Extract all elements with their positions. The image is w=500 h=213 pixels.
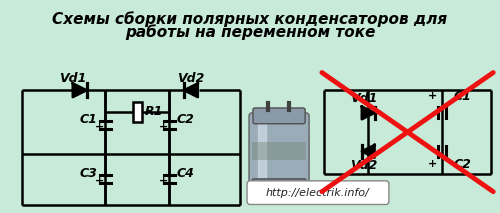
- Text: Vd2: Vd2: [350, 159, 377, 172]
- Text: +: +: [94, 122, 104, 132]
- Text: Vd1: Vd1: [350, 92, 377, 105]
- Text: +: +: [428, 91, 437, 101]
- Text: Схемы сборки полярных конденсаторов для: Схемы сборки полярных конденсаторов для: [52, 12, 448, 27]
- FancyBboxPatch shape: [249, 113, 309, 192]
- Polygon shape: [184, 83, 198, 97]
- Text: Vd1: Vd1: [59, 72, 86, 85]
- Text: +: +: [158, 176, 168, 186]
- Bar: [134, 102, 142, 122]
- FancyBboxPatch shape: [252, 179, 306, 193]
- Text: +: +: [94, 176, 104, 186]
- Text: http://electrik.info/: http://electrik.info/: [266, 188, 370, 198]
- Text: C1: C1: [80, 113, 98, 126]
- Text: C3: C3: [80, 167, 98, 180]
- FancyBboxPatch shape: [253, 108, 305, 124]
- Polygon shape: [72, 83, 86, 97]
- Text: +: +: [158, 122, 168, 132]
- FancyBboxPatch shape: [247, 181, 389, 204]
- Text: R1: R1: [144, 105, 163, 118]
- Text: C1: C1: [454, 90, 471, 103]
- Polygon shape: [362, 106, 374, 119]
- Text: Vd2: Vd2: [177, 72, 204, 85]
- Text: +: +: [428, 159, 437, 169]
- Text: C4: C4: [176, 167, 194, 180]
- Polygon shape: [362, 145, 374, 158]
- Text: работы на переменном токе: работы на переменном токе: [125, 24, 375, 40]
- Text: C2: C2: [176, 113, 194, 126]
- Bar: [252, 142, 306, 160]
- Text: C2: C2: [454, 158, 471, 171]
